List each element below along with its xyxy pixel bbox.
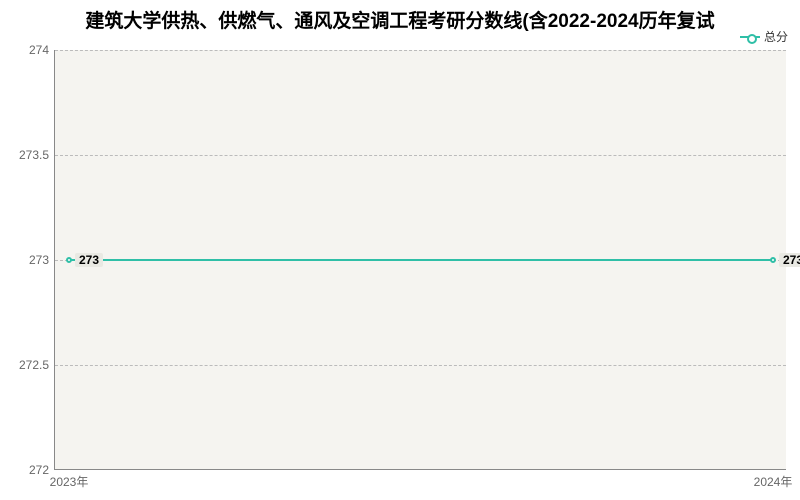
gridline [55,50,786,51]
x-tick-label: 2024年 [754,469,793,490]
gridline [55,155,786,156]
series-line [69,259,773,261]
legend-label: 总分 [764,28,788,45]
y-tick-label: 273.5 [19,148,55,162]
point-label: 273 [779,253,800,267]
data-marker [66,257,72,263]
y-tick-label: 274 [29,43,55,57]
legend-swatch-icon [740,32,760,42]
plot-area: 272272.5273273.52742023年2024年273273 [54,50,786,470]
data-marker [770,257,776,263]
y-tick-label: 273 [29,253,55,267]
y-tick-label: 272.5 [19,358,55,372]
gridline [55,365,786,366]
chart-title: 建筑大学供热、供燃气、通风及空调工程考研分数线(含2022-2024历年复试 [0,6,800,33]
point-label: 273 [75,253,103,267]
legend: 总分 [740,28,788,45]
x-tick-label: 2023年 [50,469,89,490]
